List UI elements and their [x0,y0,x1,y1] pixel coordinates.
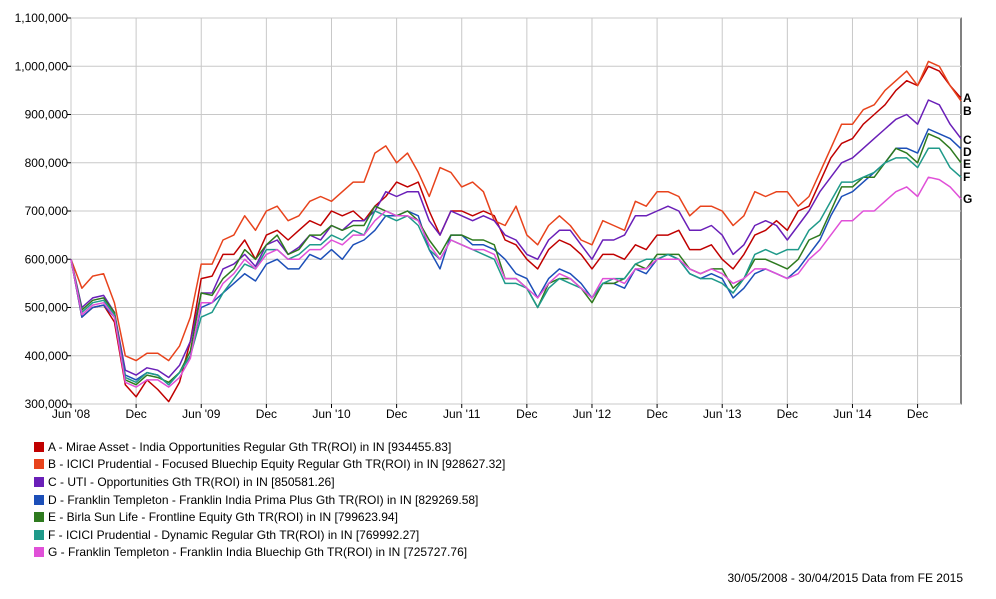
series-end-label-d: D [963,145,972,159]
y-tick-label: 700,000 [25,204,69,218]
legend-item-c: C - UTI - Opportunities Gth TR(ROI) in I… [34,473,505,491]
legend-item-e: E - Birla Sun Life - Frontline Equity Gt… [34,508,505,526]
legend-item-d: D - Franklin Templeton - Franklin India … [34,491,505,509]
x-tick-label: Jun '13 [703,407,742,421]
series-end-label-g: G [963,192,972,206]
legend-swatch [34,459,44,470]
y-tick-label: 500,000 [25,301,69,315]
legend-label: C - UTI - Opportunities Gth TR(ROI) in I… [48,474,335,489]
series-line-g [70,176,962,388]
y-tick-label: 1,000,000 [15,59,69,73]
x-tick-label: Dec [907,407,928,421]
x-tick-label: Jun '12 [573,407,612,421]
legend: A - Mirae Asset - India Opportunities Re… [34,438,505,561]
legend-label: F - ICICI Prudential - Dynamic Regular G… [48,527,420,542]
y-tick-label: 600,000 [25,252,69,266]
series-end-label-a: A [963,91,972,105]
legend-swatch [34,494,44,505]
x-tick-label: Dec [516,407,537,421]
x-tick-label: Dec [386,407,407,421]
x-axis: Jun '08 Dec Jun '09 Dec Jun '10 Dec Jun '11 Dec… [52,404,928,421]
legend-label: B - ICICI Prudential - Focused Bluechip … [48,457,506,472]
series-end-label-b: B [963,104,972,118]
legend-swatch [34,529,44,540]
y-tick-label: 900,000 [25,108,69,122]
source-footer: 30/05/2008 - 30/04/2015 Data from FE 201… [727,571,964,585]
series-end-label-f: F [963,170,970,184]
series-line-c [70,99,962,379]
y-tick-label: 400,000 [25,349,69,363]
series-line-d [70,128,962,386]
line-chart: 300,000 400,000 500,000 600,000 700,000 800,0… [15,11,973,421]
x-tick-label: Jun '08 [52,407,91,421]
y-axis: 300,000 400,000 500,000 600,000 700,000 800,0… [15,11,71,411]
y-tick-label: 300,000 [25,397,69,411]
y-tick-label: 1,100,000 [15,11,69,25]
x-tick-label: Jun '10 [312,407,351,421]
legend-label: A - Mirae Asset - India Opportunities Re… [48,439,452,454]
x-tick-label: Jun '11 [443,407,481,421]
x-tick-label: Dec [125,407,146,421]
y-tick-label: 800,000 [25,156,69,170]
legend-label: D - Franklin Templeton - Franklin India … [48,492,479,507]
legend-item-a: A - Mirae Asset - India Opportunities Re… [34,438,505,456]
x-tick-label: Jun '14 [833,407,872,421]
legend-label: G - Franklin Templeton - Franklin India … [48,545,468,560]
legend-swatch [34,512,44,523]
series-line-f [70,147,962,386]
legend-item-b: B - ICICI Prudential - Focused Bluechip … [34,456,505,474]
x-tick-label: Dec [256,407,277,421]
legend-item-g: G - Franklin Templeton - Franklin India … [34,544,505,562]
legend-swatch [34,476,44,487]
x-tick-label: Dec [777,407,798,421]
series-line-a [70,65,962,403]
series-lines [70,60,962,403]
x-tick-label: Dec [646,407,667,421]
x-tick-label: Jun '09 [182,407,221,421]
legend-swatch [34,547,44,558]
legend-swatch [34,441,44,452]
series-end-label-e: E [963,157,971,171]
series-line-b [70,60,962,362]
series-end-label-c: C [963,133,972,147]
legend-item-f: F - ICICI Prudential - Dynamic Regular G… [34,526,505,544]
legend-label: E - Birla Sun Life - Frontline Equity Gt… [48,510,398,525]
